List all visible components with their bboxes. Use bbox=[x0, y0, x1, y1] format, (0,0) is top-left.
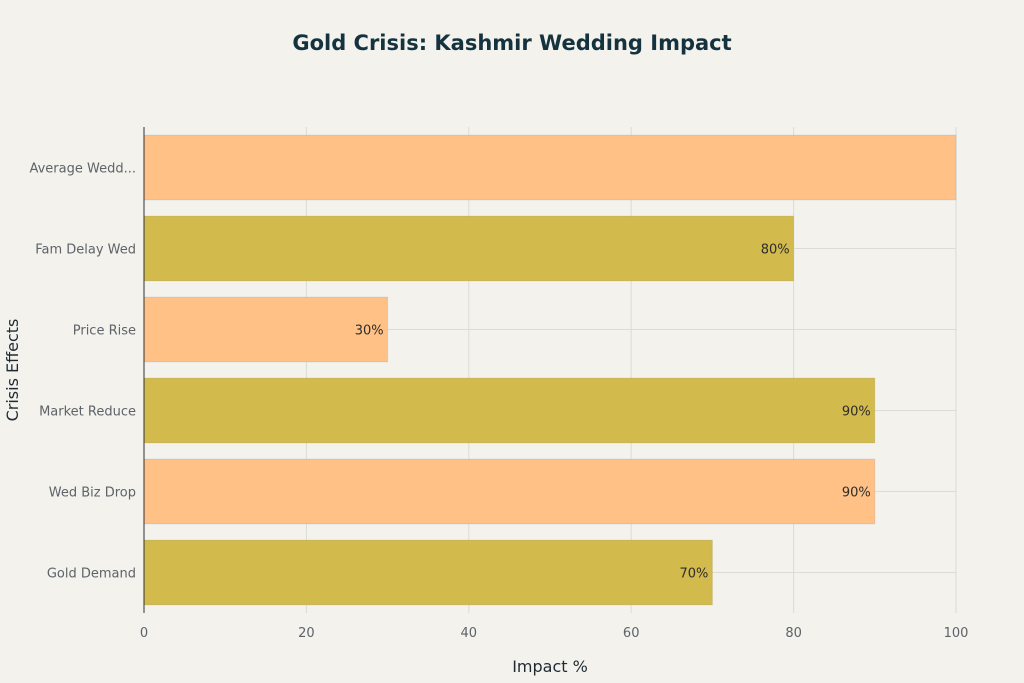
x-tick-label: 40 bbox=[461, 626, 478, 641]
category-label: Wed Biz Drop bbox=[49, 486, 136, 501]
x-axis-title: Impact % bbox=[512, 657, 588, 676]
bar-data-label: 90% bbox=[842, 486, 871, 501]
chart-title: Gold Crisis: Kashmir Wedding Impact bbox=[292, 31, 731, 55]
bar bbox=[143, 539, 713, 606]
bar bbox=[143, 377, 876, 444]
bar-data-label: 70% bbox=[679, 567, 708, 582]
category-label: Price Rise bbox=[73, 324, 136, 339]
bars bbox=[143, 134, 957, 606]
category-label: Fam Delay Wed bbox=[35, 243, 136, 258]
bar bbox=[143, 458, 876, 525]
bar-data-label: 90% bbox=[842, 405, 871, 420]
x-tick-label: 20 bbox=[298, 626, 315, 641]
x-tick-label: 100 bbox=[944, 626, 969, 641]
category-label: Gold Demand bbox=[47, 567, 136, 582]
bar bbox=[143, 215, 795, 282]
category-label: Average Wedd... bbox=[29, 162, 136, 177]
bar-data-label: 30% bbox=[355, 324, 384, 339]
x-tick-label: 0 bbox=[140, 626, 148, 641]
bar bbox=[143, 296, 389, 363]
data-labels: 80% 30% 90% 90% 70% bbox=[355, 243, 871, 582]
x-tick-label: 60 bbox=[623, 626, 640, 641]
y-axis-title: Crisis Effects bbox=[3, 319, 22, 422]
category-label: Market Reduce bbox=[39, 405, 136, 420]
x-tick-label: 80 bbox=[785, 626, 802, 641]
bar bbox=[143, 134, 957, 201]
category-labels: Average Wedd... Fam Delay Wed Price Rise Ma… bbox=[29, 162, 136, 582]
bar-data-label: 80% bbox=[761, 243, 790, 258]
x-tick-labels: 0 20 40 60 80 100 bbox=[140, 626, 969, 641]
